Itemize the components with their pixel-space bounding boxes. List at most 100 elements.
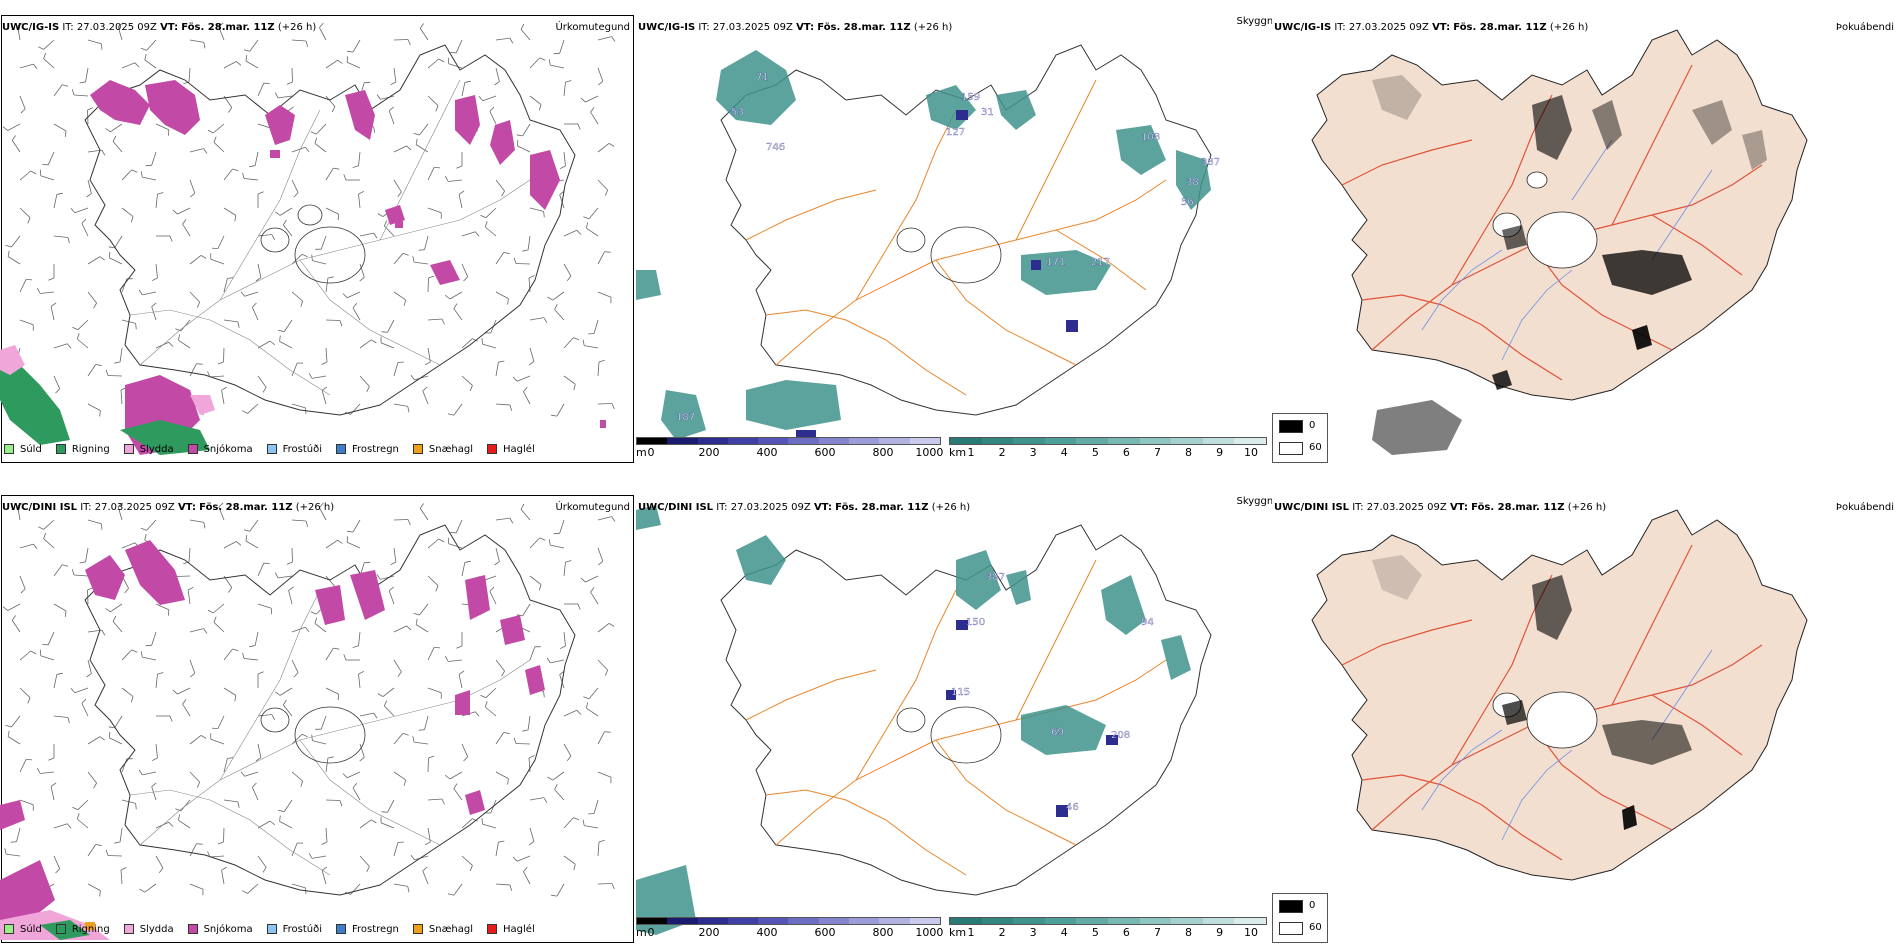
wind-barb (448, 659, 463, 662)
wind-barb-flag (413, 132, 420, 136)
ceiling-bin (909, 438, 940, 444)
wind-barb (107, 375, 123, 377)
panel-title: Þokuábendi (1835, 502, 1894, 513)
wind-barb-flag (87, 587, 94, 591)
wind-barb-flag (262, 387, 267, 393)
wind-barb-flag (608, 143, 615, 147)
precip-type-panel: UWC/DINI ISL IT: 27.03.2025 09Z VT: Fös.… (0, 480, 636, 950)
wind-barb-flag (321, 866, 328, 871)
wind-barb (291, 883, 306, 889)
wind-barb (142, 176, 157, 181)
wind-barb-flag (543, 691, 545, 698)
wind-barb (87, 179, 92, 194)
wind-barb-flag (36, 767, 41, 774)
wind-barb-flag (376, 574, 381, 580)
wind-barb-flag (2, 126, 8, 131)
wind-barb-flag (274, 572, 279, 579)
wind-barb-flag (425, 361, 431, 366)
wind-barb (283, 319, 293, 332)
wind-barb-flag (86, 193, 92, 198)
wind-barb-flag (371, 819, 377, 824)
wind-barb-flag (245, 535, 248, 542)
wind-barb-flag (62, 84, 69, 87)
wind-barb-flag (480, 694, 487, 699)
wind-barb (251, 787, 259, 801)
visibility-tick: 10 (1244, 446, 1258, 459)
wind-barb-flag (577, 603, 581, 610)
wind-barb-flag (371, 339, 377, 344)
wind-barb (325, 278, 329, 293)
wind-barb-flag (472, 818, 478, 822)
wind-barb (588, 207, 599, 219)
wind-barb-flag (339, 800, 343, 807)
wind-barb (527, 235, 531, 250)
wind-barb-flag (604, 251, 611, 253)
wind-barb-flag (120, 867, 127, 871)
wind-barb-flag (463, 756, 468, 762)
visibility-map: 387 150 94 115 69 208 46 (636, 505, 1212, 935)
wind-barb-flag (71, 89, 75, 96)
visibility-value-label: 387 (986, 572, 1005, 583)
wind-barb (114, 235, 123, 249)
wind-barb-flag (501, 670, 505, 677)
graupel-areas (85, 922, 95, 930)
wind-barb (590, 111, 599, 125)
model-name: UWC/IG-IS (1274, 22, 1332, 33)
glacier-outlines (260, 706, 366, 764)
wind-barb (77, 319, 89, 330)
wind-barb (87, 39, 102, 45)
wind-barb (87, 659, 92, 674)
glacier-outlines (896, 226, 1002, 284)
wind-barb-flag (257, 671, 264, 675)
wind-barb (178, 339, 191, 349)
visibility-value-label: 53 (731, 107, 744, 118)
wind-barb (189, 771, 200, 783)
wind-barb-flag (509, 517, 514, 524)
wind-barb-flag (213, 136, 217, 143)
wind-barb (87, 256, 101, 265)
ceiling-bin (637, 438, 668, 444)
visibility-bin (1044, 438, 1077, 444)
wind-barb (597, 659, 608, 671)
wind-barb-flag (240, 771, 246, 777)
wind-barb-flag (576, 710, 582, 715)
wind-barb-flag (278, 809, 285, 812)
wind-barb-flag (138, 289, 143, 296)
wind-barb (114, 715, 123, 729)
wind-barb (40, 771, 55, 774)
wind-barb (257, 714, 272, 717)
wind-barb-flag (333, 647, 340, 650)
wind-barb (155, 194, 158, 209)
wind-barb-flag (130, 696, 134, 703)
wind-barb-flag (412, 736, 415, 743)
wind-barb-flag (99, 256, 105, 261)
vt-value: Fös. 28.mar. 11Z (835, 502, 929, 513)
wind-barb (53, 343, 68, 349)
wind-barb-flag (293, 192, 299, 198)
wind-barb-flag (498, 360, 505, 363)
wind-barb (321, 870, 327, 885)
wind-barb (529, 575, 542, 585)
wind-barb-flag (67, 717, 70, 724)
wind-barb (223, 347, 225, 363)
visibility-bin (1139, 918, 1172, 924)
wind-barb (393, 625, 407, 633)
wind-barb (563, 337, 574, 349)
wind-barb (112, 141, 123, 153)
wind-barb (74, 207, 89, 214)
wind-barb (585, 575, 599, 583)
legend-label: Haglél (503, 443, 535, 455)
ceiling-unit: m (636, 446, 647, 459)
wind-barb-flag (249, 645, 256, 648)
wind-barb (247, 403, 259, 414)
wind-barb-flag (501, 190, 505, 197)
wind-barb-flag (203, 42, 206, 49)
wind-barb-flag (109, 731, 111, 738)
wind-barb (291, 771, 303, 782)
wind-barb-flag (321, 841, 328, 845)
precip-type-map (0, 22, 616, 455)
wind-barb-flag (359, 756, 365, 762)
wind-barb-flag (319, 502, 324, 508)
wind-barb (419, 603, 429, 616)
wind-barb-flag (528, 841, 535, 846)
